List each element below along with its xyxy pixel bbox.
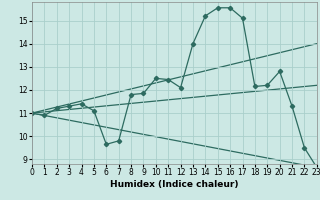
X-axis label: Humidex (Indice chaleur): Humidex (Indice chaleur) (110, 180, 239, 189)
